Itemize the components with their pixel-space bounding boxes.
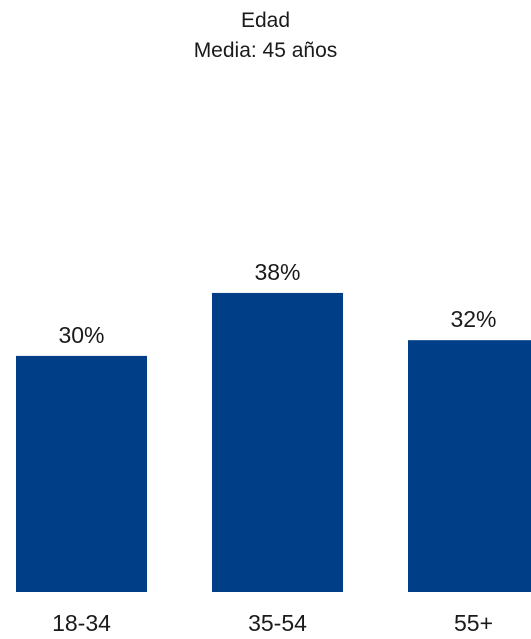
chart-title-block: Edad Media: 45 años [0,6,531,66]
chart-subtitle: Media: 45 años [193,39,338,62]
bar-55+ [408,340,531,592]
value-label-18-34: 30% [58,322,104,348]
category-label-18-34: 18-34 [52,610,111,636]
bar-18-34 [16,355,147,592]
value-label-55+: 32% [450,306,496,332]
category-label-55+: 55+ [454,610,493,636]
bar-35-54 [212,292,343,592]
value-label-35-54: 38% [254,259,300,285]
chart-title: Edad [240,9,291,32]
category-label-35-54: 35-54 [248,610,307,636]
